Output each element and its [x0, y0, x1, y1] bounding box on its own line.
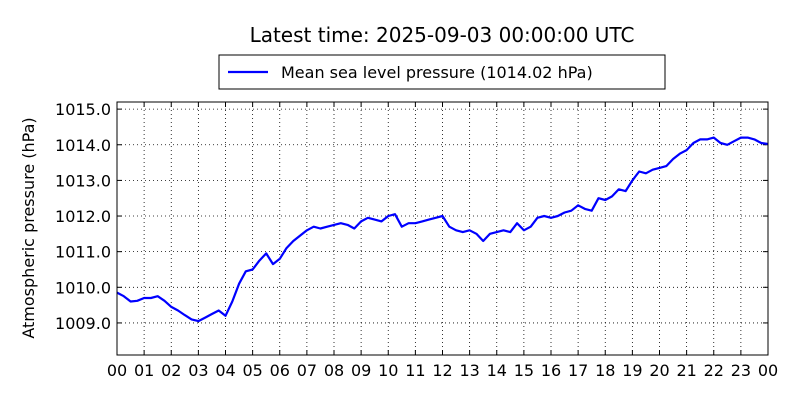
x-tick-label: 11 — [405, 361, 425, 380]
x-tick-label: 17 — [568, 361, 588, 380]
x-tick-label: 05 — [242, 361, 262, 380]
x-tick-label: 07 — [297, 361, 317, 380]
x-tick-label: 00 — [758, 361, 778, 380]
x-tick-label: 15 — [514, 361, 534, 380]
series-layer — [116, 136, 769, 323]
y-axis-ticks: 1009.0 1010.0 1011.0 1012.0 1013.0 1014.0 1015… — [55, 100, 768, 333]
x-tick-label: 00 — [107, 361, 127, 380]
x-tick-label: 20 — [649, 361, 669, 380]
chart-title: Latest time: 2025-09-03 00:00:00 UTC — [250, 23, 635, 47]
y-tick-label: 1010.0 — [55, 278, 111, 297]
y-tick-label: 1015.0 — [55, 100, 111, 119]
y-tick-label: 1011.0 — [55, 243, 111, 262]
plot-frame — [116, 101, 769, 356]
x-tick-label: 18 — [595, 361, 615, 380]
x-tick-label: 09 — [351, 361, 371, 380]
x-tick-label: 04 — [215, 361, 235, 380]
x-tick-label: 01 — [134, 361, 154, 380]
x-tick-label: 06 — [270, 361, 290, 380]
x-axis-ticks: 00 01 02 03 04 05 06 07 08 09 10 11 12 13 14 15 16 17 18 19… — [107, 102, 778, 380]
y-tick-label: 1012.0 — [55, 207, 111, 226]
x-tick-label: 10 — [378, 361, 398, 380]
x-tick-label: 23 — [731, 361, 751, 380]
x-tick-label: 13 — [459, 361, 479, 380]
x-tick-label: 14 — [487, 361, 507, 380]
x-tick-label: 03 — [188, 361, 208, 380]
y-tick-label: 1013.0 — [55, 171, 111, 190]
y-tick-label: 1014.0 — [55, 136, 111, 155]
y-axis-label: Atmospheric pressure (hPa) — [19, 117, 38, 338]
x-tick-label: 21 — [676, 361, 696, 380]
x-tick-label: 19 — [622, 361, 642, 380]
x-tick-label: 12 — [432, 361, 452, 380]
legend-label: Mean sea level pressure (1014.02 hPa) — [281, 63, 593, 82]
grid-lines — [117, 102, 768, 355]
x-tick-label: 22 — [704, 361, 724, 380]
x-tick-label: 16 — [541, 361, 561, 380]
legend: Mean sea level pressure (1014.02 hPa) — [218, 54, 666, 90]
x-tick-label: 08 — [324, 361, 344, 380]
series-line-mean-sea-level-pressure — [116, 136, 769, 323]
y-tick-label: 1009.0 — [55, 314, 111, 333]
legend-box — [218, 54, 666, 90]
x-tick-label: 02 — [161, 361, 181, 380]
